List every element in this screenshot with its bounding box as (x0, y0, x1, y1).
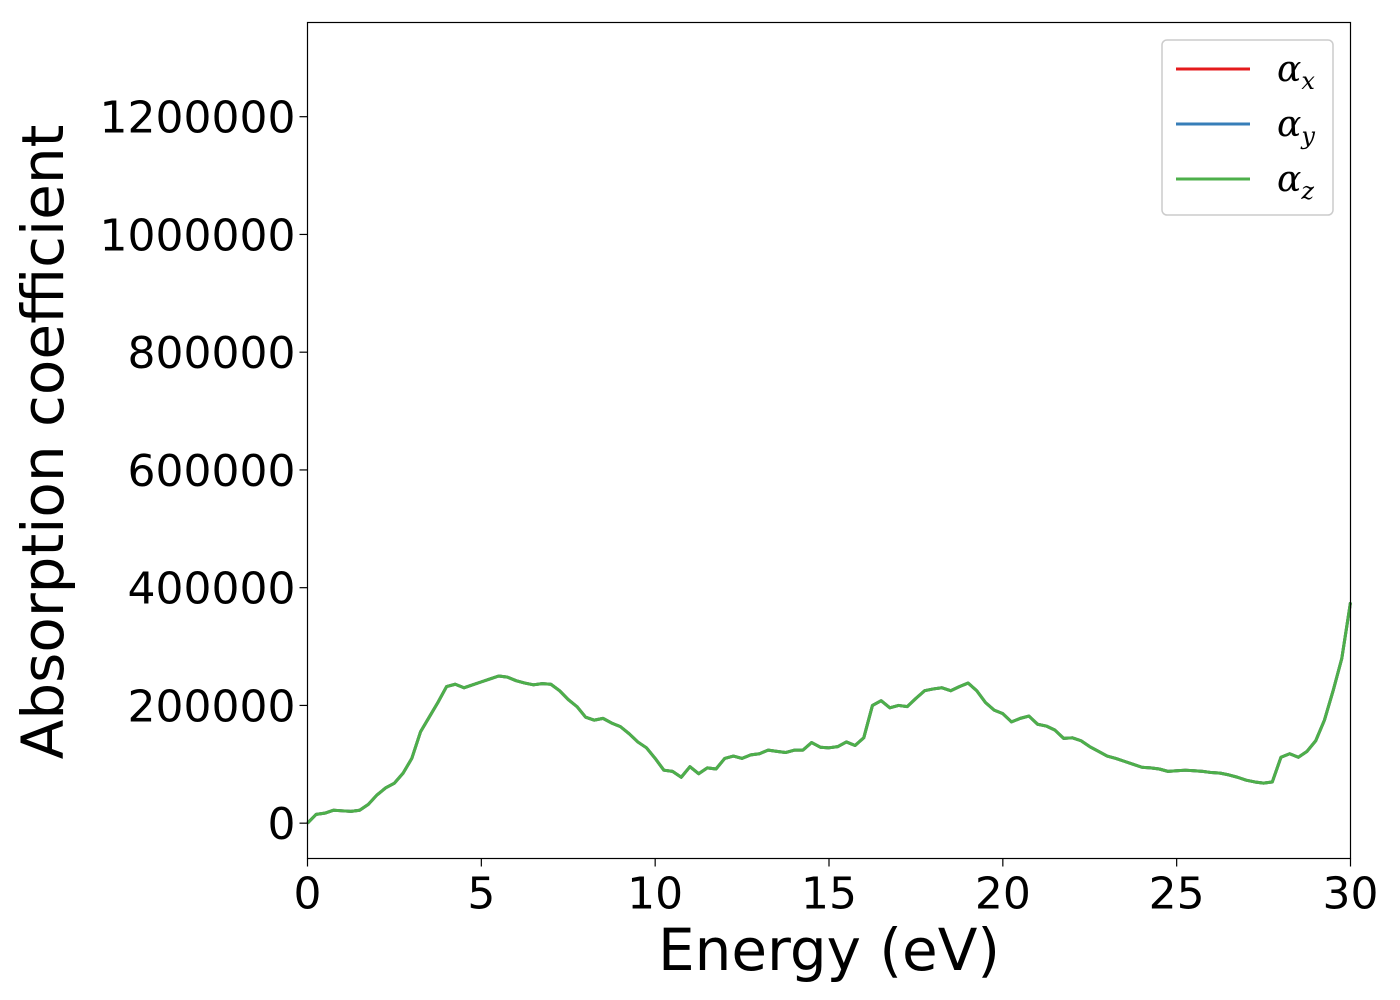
x-tick-label: 5 (467, 869, 495, 920)
x-tick-label: 0 (294, 869, 322, 920)
y-tick-label: 1000000 (100, 210, 296, 261)
y-axis-ticks: 0 200000 400000 600000 800000 1000000 1200000 (100, 93, 308, 850)
x-tick-label: 25 (1149, 869, 1205, 920)
y-tick-label: 1200000 (100, 93, 296, 144)
series-line-z (306, 602, 1352, 825)
plot-frame (306, 21, 1352, 860)
x-axis-label: Energy (eV) (658, 916, 1000, 984)
x-tick-label: 15 (801, 869, 857, 920)
y-tick-label: 400000 (128, 564, 296, 615)
y-tick-label: 600000 (128, 446, 296, 497)
legend-label-y: αy (1277, 104, 1315, 150)
y-axis-label: Absorption coefficient (9, 125, 77, 760)
y-tick-label: 200000 (128, 681, 296, 732)
legend-label-z: αz (1277, 159, 1314, 205)
x-tick-label: 10 (627, 869, 683, 920)
x-tick-label: 20 (975, 869, 1031, 920)
legend: αx αy αz (1161, 39, 1334, 216)
legend-label-x: αx (1277, 49, 1315, 95)
x-tick-label: 30 (1323, 869, 1379, 920)
legend-box (1161, 39, 1334, 216)
x-axis-ticks: 0 5 10 15 20 25 30 (294, 858, 1379, 920)
y-tick-label: 800000 (128, 328, 296, 379)
y-tick-label: 0 (268, 799, 296, 850)
plot-area (306, 602, 1352, 825)
